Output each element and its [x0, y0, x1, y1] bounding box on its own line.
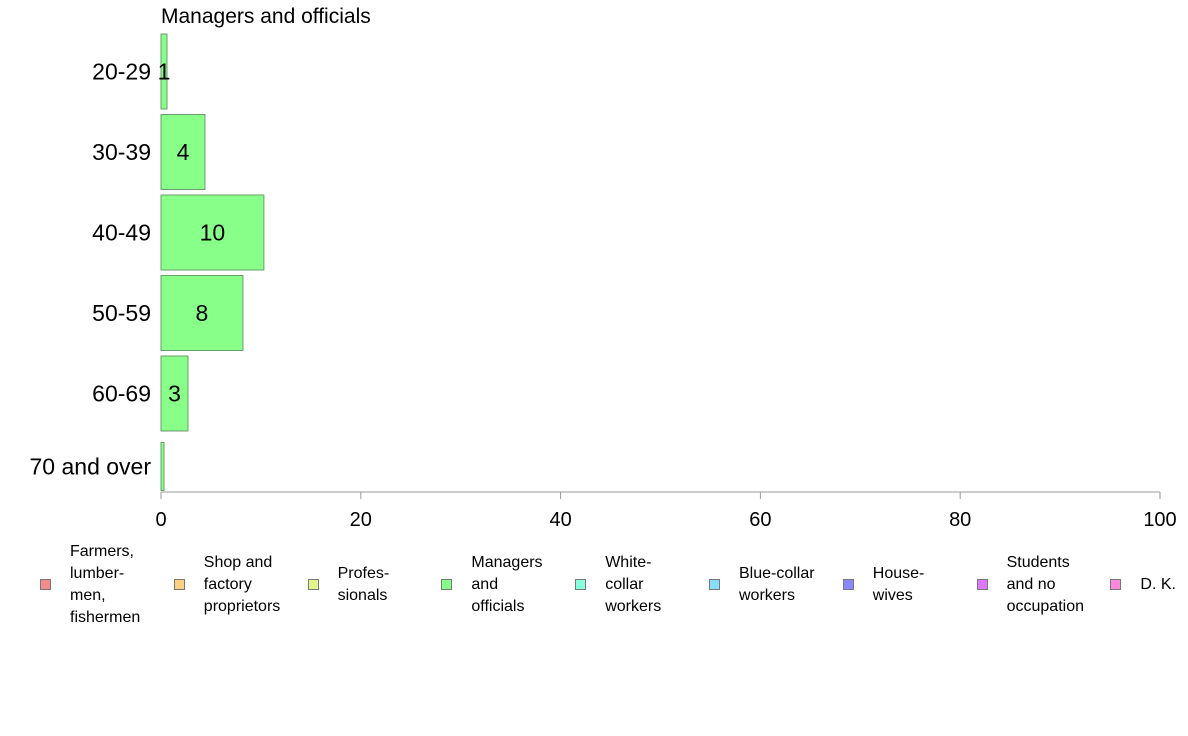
bar [160, 194, 265, 271]
legend-swatch [709, 579, 720, 590]
x-tick-label: 100 [1143, 509, 1176, 531]
legend-label: Managers and officials [471, 554, 543, 615]
legend-label: Shop and factory proprietors [203, 554, 281, 615]
category-label: 50-59 [92, 300, 151, 326]
x-tick-label: 60 [749, 509, 771, 531]
legend-label: Farmers, lumber- men, fishermen [70, 543, 141, 626]
data-label: 8 [196, 300, 209, 326]
data-label: 3 [168, 381, 181, 407]
category-label: 30-39 [92, 139, 151, 165]
x-tick-label: 40 [549, 509, 571, 531]
legend-label: D. K. [1140, 576, 1176, 593]
legend-swatch [173, 579, 185, 590]
legend-swatch [1110, 579, 1122, 590]
category-label: 20-29 [92, 59, 151, 85]
legend-swatch [976, 579, 988, 590]
category-label: 70 and over [30, 454, 152, 480]
legend-label: White- collar workers [605, 554, 662, 615]
legend: Farmers, lumber- men, fishermen Shop and … [0, 543, 1188, 633]
x-tick-label: 20 [350, 509, 372, 531]
data-label: 4 [177, 139, 190, 165]
bar [160, 442, 165, 491]
x-tick-label: 80 [949, 509, 971, 531]
legend-label: House- wives [872, 565, 925, 604]
chart-title: Managers and officials [161, 5, 371, 28]
category-label: 40-49 [92, 220, 151, 246]
data-label: 10 [200, 220, 226, 246]
data-label: 1 [158, 59, 171, 85]
bar [160, 114, 206, 190]
legend-swatch [842, 579, 854, 590]
category-label: 60-69 [92, 381, 151, 407]
bar [160, 275, 244, 351]
legend-label: Students and no occupation [1006, 554, 1084, 615]
bar [160, 355, 189, 432]
legend-swatch [307, 579, 319, 590]
legend-label: Profes- sionals [337, 565, 390, 604]
legend-label: Blue-collar workers [739, 565, 815, 604]
x-tick-label: 0 [155, 509, 166, 531]
legend-swatch [40, 579, 51, 590]
bar-chart: 20-29 1 30-39 4 40-49 10 50-59 8 60-69 3 70 and ov… [30, 33, 1177, 531]
legend-swatch [441, 579, 453, 590]
bar [160, 33, 168, 110]
legend-swatch [575, 579, 587, 590]
